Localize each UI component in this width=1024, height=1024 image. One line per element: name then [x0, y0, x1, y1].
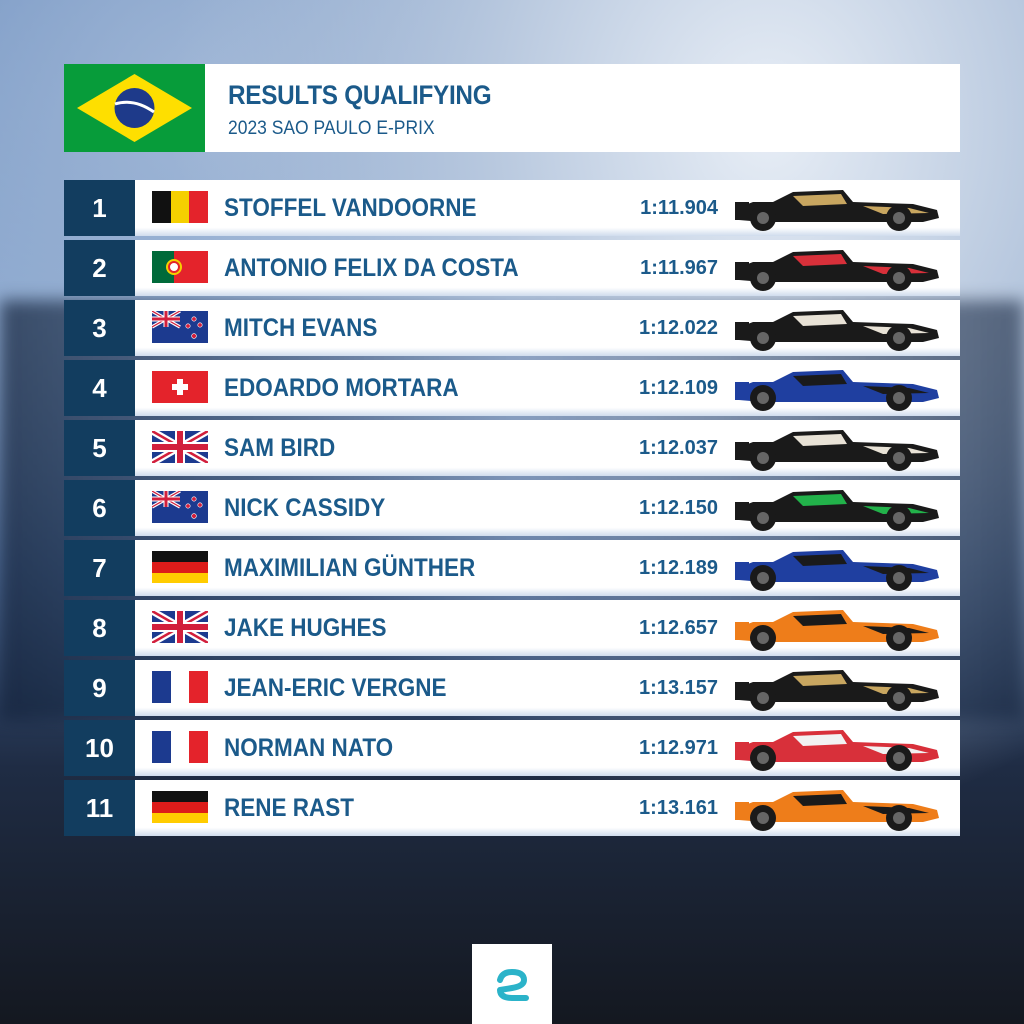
car-image — [733, 662, 945, 714]
driver-name: RENE RAST — [224, 794, 355, 822]
logo — [472, 944, 552, 1024]
lap-time: 1:12.022 — [639, 317, 718, 339]
row-body: SAM BIRD 1:12.037 — [135, 420, 960, 476]
driver-name: NORMAN NATO — [224, 734, 394, 762]
position: 7 — [64, 540, 135, 596]
lap-time: 1:11.967 — [640, 257, 718, 279]
car-image — [733, 542, 945, 594]
position: 4 — [64, 360, 135, 416]
lap-time: 1:12.150 — [639, 497, 718, 519]
car-image — [733, 722, 945, 774]
row-body: RENE RAST 1:13.161 — [135, 780, 960, 836]
position: 6 — [64, 480, 135, 536]
position: 3 — [64, 300, 135, 356]
country-flag — [152, 791, 208, 823]
position: 8 — [64, 600, 135, 656]
driver-name: MITCH EVANS — [224, 314, 378, 342]
driver-name: NICK CASSIDY — [224, 494, 386, 522]
country-flag — [152, 311, 208, 343]
car-image — [733, 242, 945, 294]
position: 1 — [64, 180, 135, 236]
result-row: 2 ANTONIO FELIX DA COSTA 1:11.967 — [64, 240, 960, 296]
title: RESULTS QUALIFYING — [228, 80, 492, 110]
result-row: 11 RENE RAST 1:13.161 — [64, 780, 960, 836]
lap-time: 1:12.037 — [639, 437, 718, 459]
result-row: 5 SAM BIRD 1:12.037 — [64, 420, 960, 476]
result-row: 4 EDOARDO MORTARA 1:12.109 — [64, 360, 960, 416]
lap-time: 1:12.109 — [639, 377, 718, 399]
lap-time: 1:12.971 — [639, 737, 718, 759]
subtitle: 2023 SAO PAULO E-PRIX — [228, 118, 435, 139]
driver-name: STOFFEL VANDOORNE — [224, 194, 477, 222]
row-body: NORMAN NATO 1:12.971 — [135, 720, 960, 776]
position: 10 — [64, 720, 135, 776]
car-image — [733, 182, 945, 234]
position: 11 — [64, 780, 135, 836]
row-body: JEAN-ERIC VERGNE 1:13.157 — [135, 660, 960, 716]
car-image — [733, 422, 945, 474]
position: 9 — [64, 660, 135, 716]
country-flag — [152, 671, 208, 703]
country-flag — [152, 251, 208, 283]
car-image — [733, 362, 945, 414]
car-image — [733, 482, 945, 534]
country-flag — [152, 371, 208, 403]
driver-name: EDOARDO MORTARA — [224, 374, 459, 402]
lap-time: 1:11.904 — [640, 197, 718, 219]
row-body: EDOARDO MORTARA 1:12.109 — [135, 360, 960, 416]
driver-name: JEAN-ERIC VERGNE — [224, 674, 447, 702]
country-flag — [152, 611, 208, 643]
car-image — [733, 602, 945, 654]
country-flag — [152, 731, 208, 763]
driver-name: SAM BIRD — [224, 434, 336, 462]
position: 2 — [64, 240, 135, 296]
country-flag — [152, 191, 208, 223]
row-body: MAXIMILIAN GÜNTHER 1:12.189 — [135, 540, 960, 596]
country-flag — [152, 551, 208, 583]
lap-time: 1:13.157 — [639, 677, 718, 699]
country-flag — [152, 431, 208, 463]
row-body: MITCH EVANS 1:12.022 — [135, 300, 960, 356]
lap-time: 1:12.189 — [639, 557, 718, 579]
result-row: 8 JAKE HUGHES 1:12.657 — [64, 600, 960, 656]
result-row: 3 MITCH EVANS 1:12.022 — [64, 300, 960, 356]
car-image — [733, 302, 945, 354]
driver-name: ANTONIO FELIX DA COSTA — [224, 254, 519, 282]
result-row: 7 MAXIMILIAN GÜNTHER 1:12.189 — [64, 540, 960, 596]
result-row: 10 NORMAN NATO 1:12.971 — [64, 720, 960, 776]
lap-time: 1:12.657 — [639, 617, 718, 639]
header: RESULTS QUALIFYING 2023 SAO PAULO E-PRIX — [64, 64, 960, 152]
driver-name: JAKE HUGHES — [224, 614, 387, 642]
brazil-flag — [64, 64, 205, 152]
result-row: 9 JEAN-ERIC VERGNE 1:13.157 — [64, 660, 960, 716]
row-body: JAKE HUGHES 1:12.657 — [135, 600, 960, 656]
lap-time: 1:13.161 — [639, 797, 718, 819]
result-row: 6 NICK CASSIDY 1:12.150 — [64, 480, 960, 536]
car-image — [733, 782, 945, 834]
row-body: NICK CASSIDY 1:12.150 — [135, 480, 960, 536]
position: 5 — [64, 420, 135, 476]
row-body: STOFFEL VANDOORNE 1:11.904 — [135, 180, 960, 236]
result-row: 1 STOFFEL VANDOORNE 1:11.904 — [64, 180, 960, 236]
country-flag — [152, 491, 208, 523]
driver-name: MAXIMILIAN GÜNTHER — [224, 554, 476, 582]
row-body: ANTONIO FELIX DA COSTA 1:11.967 — [135, 240, 960, 296]
